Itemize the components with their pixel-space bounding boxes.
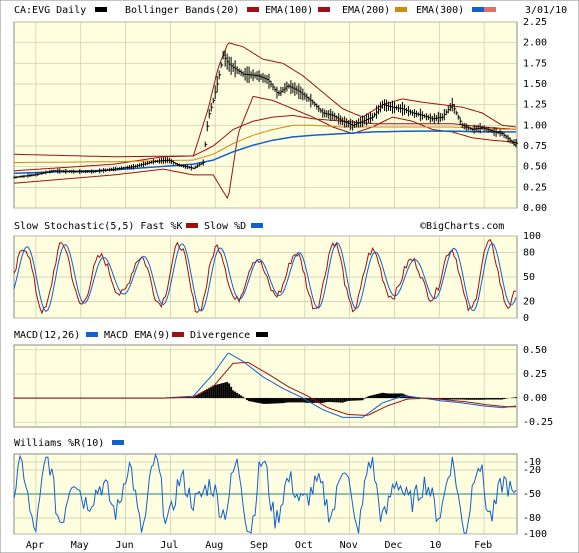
legend-swatch-bollinger <box>95 7 107 12</box>
macd-panel: 0.50 0.25 0.00 -0.25 <box>13 344 553 428</box>
legend-swatch-slow-d <box>251 223 263 228</box>
macd-legend-ema: MACD EMA(9) <box>104 330 170 341</box>
stochastic-y-tick-label: 100 <box>523 231 541 242</box>
x-axis-label: Feb <box>474 540 492 551</box>
macd-y-axis: 0.50 0.25 0.00 -0.25 <box>523 345 553 428</box>
williams-y-axis: -10-20 -50 -80 -100 <box>523 457 547 540</box>
stochastic-title: Slow Stochastic(5,5) Fast %K <box>14 221 183 232</box>
watermark: ©BigCharts.com <box>420 221 504 232</box>
macd-y-tick-label: 0.25 <box>523 369 547 380</box>
legend-swatch-ema100 <box>318 7 330 12</box>
price-y-tick-label: 0.00 <box>523 203 547 214</box>
x-axis-label: Aug <box>205 540 223 551</box>
legend-swatch-macd <box>86 332 98 337</box>
ema200-line <box>14 124 516 163</box>
x-axis-label: Apr <box>26 540 44 551</box>
price-panel: 2.25 2.00 1.75 1.50 1.25 1.00 0.75 0.50 0.25 0.00 <box>13 17 547 214</box>
legend-ema100: EMA(100) <box>265 5 313 16</box>
macd-title: MACD(12,26) <box>14 330 80 341</box>
x-axis-label: Oct <box>295 540 313 551</box>
williams-y-tick-label: -10 <box>523 457 541 468</box>
legend-swatch-ema300 <box>472 7 484 12</box>
stochastic-y-tick-label: 0 <box>523 313 529 324</box>
price-y-axis: 2.25 2.00 1.75 1.50 1.25 1.00 0.75 0.50 0.25 0.00 <box>523 17 547 214</box>
slow-d-line <box>13 241 517 312</box>
stochastic-y-axis: 100 80 50 20 0 <box>523 231 541 324</box>
williams-y-tick-label: -100 <box>523 529 547 540</box>
macd-title-row: MACD(12,26) MACD EMA(9) Divergence <box>14 330 268 341</box>
price-y-tick-label: 0.75 <box>523 141 547 152</box>
ema100-line <box>14 114 517 158</box>
legend-bollinger: Bollinger Bands(20) <box>125 5 239 16</box>
x-axis-labels: Apr May Jun Jul Aug Sep Oct Nov Dec 10 Feb <box>26 540 492 551</box>
macd-ema-line <box>14 361 516 416</box>
x-axis-label: Jun <box>116 540 134 551</box>
x-axis-label: 10 <box>429 540 441 551</box>
ticker-title: CA:EVG Daily <box>14 5 86 16</box>
legend-swatch-macd-ema <box>172 332 184 337</box>
x-axis-label: Sep <box>250 540 268 551</box>
legend-swatch-extra <box>484 7 496 12</box>
legend-ema200: EMA(200) <box>342 5 390 16</box>
title-row: CA:EVG Daily Bollinger Bands(20) EMA(100… <box>14 5 567 16</box>
stochastic-y-tick-label: 50 <box>523 272 535 283</box>
legend-swatch-divergence <box>256 332 268 337</box>
williams-y-tick-label: -20 <box>523 465 541 476</box>
price-plot-area <box>13 21 518 209</box>
williams-title: Williams %R(10) <box>14 438 104 449</box>
stochastic-grid <box>14 235 517 319</box>
legend-swatch-williams <box>112 440 124 445</box>
x-axis-label: Dec <box>384 540 402 551</box>
macd-plot-area <box>13 344 518 428</box>
price-y-tick-label: 1.75 <box>523 58 547 69</box>
legend-swatch-fast-k <box>186 223 198 228</box>
williams-y-tick-label: -80 <box>523 513 541 524</box>
price-bars <box>13 50 519 179</box>
williams-y-tick-label: -50 <box>523 489 541 500</box>
price-y-tick-label: 0.25 <box>523 182 547 193</box>
macd-y-tick-label: 0.00 <box>523 393 547 404</box>
macd-y-tick-label: 0.50 <box>523 345 547 356</box>
stochastic-legend-slow-d: Slow %D <box>204 221 246 232</box>
x-axis-label: Nov <box>340 540 358 551</box>
price-grid <box>14 21 517 209</box>
chart-date: 3/01/10 <box>525 5 567 16</box>
price-y-tick-label: 2.00 <box>523 38 547 49</box>
williams-line <box>13 453 517 534</box>
fast-k-line <box>13 238 517 315</box>
bollinger-lower-line <box>13 95 517 200</box>
legend-swatch-bollinger-bands <box>247 7 259 12</box>
macd-legend-divergence: Divergence <box>190 330 250 341</box>
x-axis-label: May <box>71 540 89 551</box>
williams-panel: -10-20 -50 -80 -100 <box>13 453 547 540</box>
stochastic-y-tick-label: 80 <box>523 247 535 258</box>
x-axis-label: Jul <box>160 540 178 551</box>
price-y-tick-label: 1.00 <box>523 120 547 131</box>
macd-y-tick-label: -0.25 <box>523 417 553 428</box>
price-y-tick-label: 2.25 <box>523 17 547 28</box>
legend-swatch-ema200 <box>395 7 407 12</box>
price-y-tick-label: 1.25 <box>523 100 547 111</box>
stochastic-panel: 100 80 50 20 0 <box>13 231 541 324</box>
bollinger-upper-line <box>13 42 517 172</box>
stochastic-title-row: Slow Stochastic(5,5) Fast %K Slow %D ©Bi… <box>14 221 504 232</box>
price-y-tick-label: 0.50 <box>523 162 547 173</box>
stochastic-y-tick-label: 20 <box>523 297 535 308</box>
legend-ema300: EMA(300) <box>416 5 464 16</box>
williams-title-row: Williams %R(10) <box>14 438 124 449</box>
price-y-tick-label: 1.50 <box>523 79 547 90</box>
